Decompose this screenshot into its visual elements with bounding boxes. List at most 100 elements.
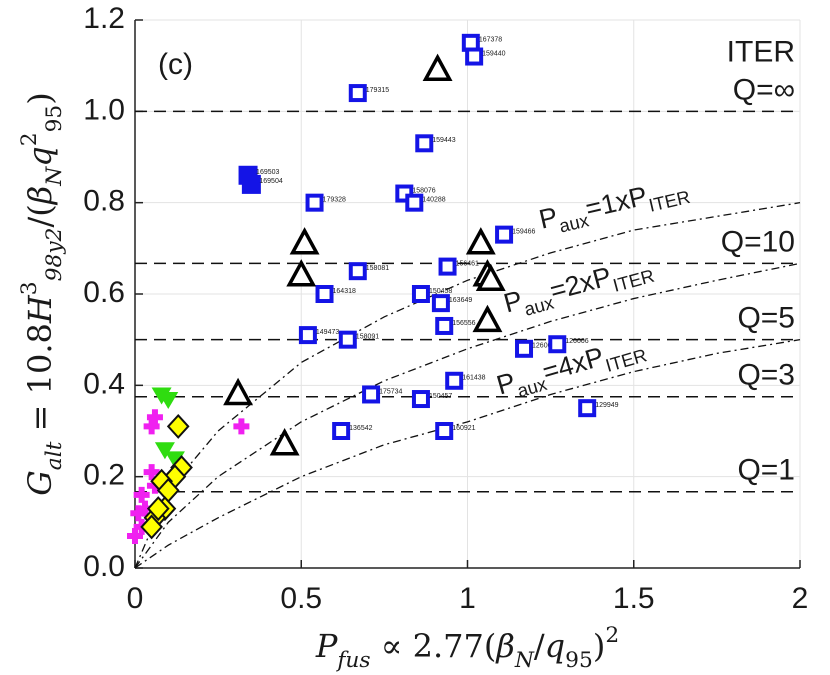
shot-label: 179315 <box>366 87 389 94</box>
label-part: q <box>545 627 565 665</box>
label-part: 2 <box>605 623 619 648</box>
label-part: 98y2 <box>42 228 67 282</box>
x-tick-label: 1.5 <box>613 582 655 615</box>
label-part: 2 <box>17 132 42 146</box>
x-tick-label: 1 <box>459 582 476 615</box>
marker <box>338 330 357 349</box>
marker <box>140 514 163 540</box>
shot-label: 156556 <box>452 320 475 327</box>
marker <box>435 316 454 335</box>
marker <box>298 326 317 345</box>
shot-label: 150457 <box>429 393 452 400</box>
device-label: ITER <box>727 35 795 68</box>
marker <box>241 174 261 194</box>
marker <box>136 500 153 517</box>
marker <box>362 385 381 404</box>
marker <box>435 422 454 440</box>
marker <box>332 422 351 440</box>
label-part: =2xP <box>547 261 615 306</box>
shot-label: 159443 <box>432 137 455 144</box>
marker <box>465 227 496 255</box>
label-part: alt <box>42 441 67 470</box>
marker <box>286 259 317 287</box>
curve-label: Paux=1xPITER <box>536 171 692 240</box>
marker <box>269 428 300 456</box>
marker <box>146 409 163 426</box>
marker <box>445 371 464 390</box>
label-part: N <box>514 648 535 673</box>
shot-label: 149473 <box>316 329 339 336</box>
marker <box>158 392 179 410</box>
marker <box>143 464 160 481</box>
shot-label: 169503 <box>256 169 279 176</box>
marker <box>127 528 143 545</box>
y-tick-label: 1.2 <box>83 2 125 35</box>
marker <box>348 84 367 103</box>
x-tick-label: 0 <box>127 582 144 615</box>
label-part: aux <box>557 210 591 237</box>
label-part: ∝ 2.77( <box>371 627 497 665</box>
x-axis-title: Pfus ∝ 2.77(βN/q95)2 <box>315 623 619 673</box>
marker <box>348 262 367 281</box>
shot-label: 164318 <box>333 288 356 295</box>
marker <box>548 335 567 354</box>
marker <box>465 47 484 66</box>
shot-label: 159440 <box>482 50 505 57</box>
shot-label: 129949 <box>595 402 618 409</box>
label-part: 95 <box>565 648 593 673</box>
x-tick-label: 0.5 <box>280 582 322 615</box>
shot-label: 169504 <box>259 178 282 185</box>
marker <box>130 505 147 522</box>
x-tick-label: 2 <box>792 582 809 615</box>
panel-label: (c) <box>158 48 193 81</box>
marker <box>133 486 150 503</box>
label-part: N <box>42 166 67 187</box>
marker <box>305 193 324 212</box>
shot-label: 160921 <box>452 425 475 432</box>
q-label: Q=5 <box>737 302 795 335</box>
marker <box>515 339 534 358</box>
label-part: ) <box>21 92 59 104</box>
marker <box>289 227 320 255</box>
y-axis-title: Galt = 10.8H398y2/(βNq295) <box>17 92 67 496</box>
marker <box>415 134 434 153</box>
q-label: Q=1 <box>737 454 795 487</box>
marker <box>166 413 190 439</box>
label-part: P <box>315 627 338 665</box>
label-part: β <box>21 186 59 206</box>
y-tick-label: 0.0 <box>83 550 125 583</box>
q-label: Q=∞ <box>733 73 795 106</box>
label-part: 95 <box>42 105 67 133</box>
shot-label: 175734 <box>379 388 402 395</box>
y-tick-label: 1.0 <box>83 93 125 126</box>
label-part: 3 <box>17 281 42 295</box>
label-part: β <box>495 627 515 665</box>
label-part: ITER <box>647 186 692 216</box>
paux-curve <box>134 339 801 569</box>
shot-label: 126006 <box>565 338 588 345</box>
label-part: ) <box>593 627 605 665</box>
label-part: = 10.8 <box>21 323 59 441</box>
marker <box>422 53 453 81</box>
shot-label: 126006 <box>532 343 555 350</box>
paux-curve <box>134 262 801 569</box>
shot-label: 158076 <box>412 187 435 194</box>
label-part: =1xP <box>583 181 650 224</box>
marker <box>223 377 254 406</box>
q-label: Q=3 <box>737 359 795 392</box>
marker <box>154 442 175 460</box>
marker <box>411 390 430 409</box>
label-part: G <box>21 470 59 496</box>
shot-label: 159466 <box>512 228 535 235</box>
marker <box>411 285 430 303</box>
marker <box>578 399 597 418</box>
y-tick-label: 0.6 <box>83 276 125 309</box>
shot-label: 156461 <box>456 260 479 267</box>
marker <box>431 294 450 313</box>
marker <box>472 304 503 333</box>
marker <box>233 418 250 435</box>
label-part: / <box>534 627 545 665</box>
marker <box>475 263 506 292</box>
label-part: /( <box>21 204 59 227</box>
shot-label: 167378 <box>479 37 502 44</box>
